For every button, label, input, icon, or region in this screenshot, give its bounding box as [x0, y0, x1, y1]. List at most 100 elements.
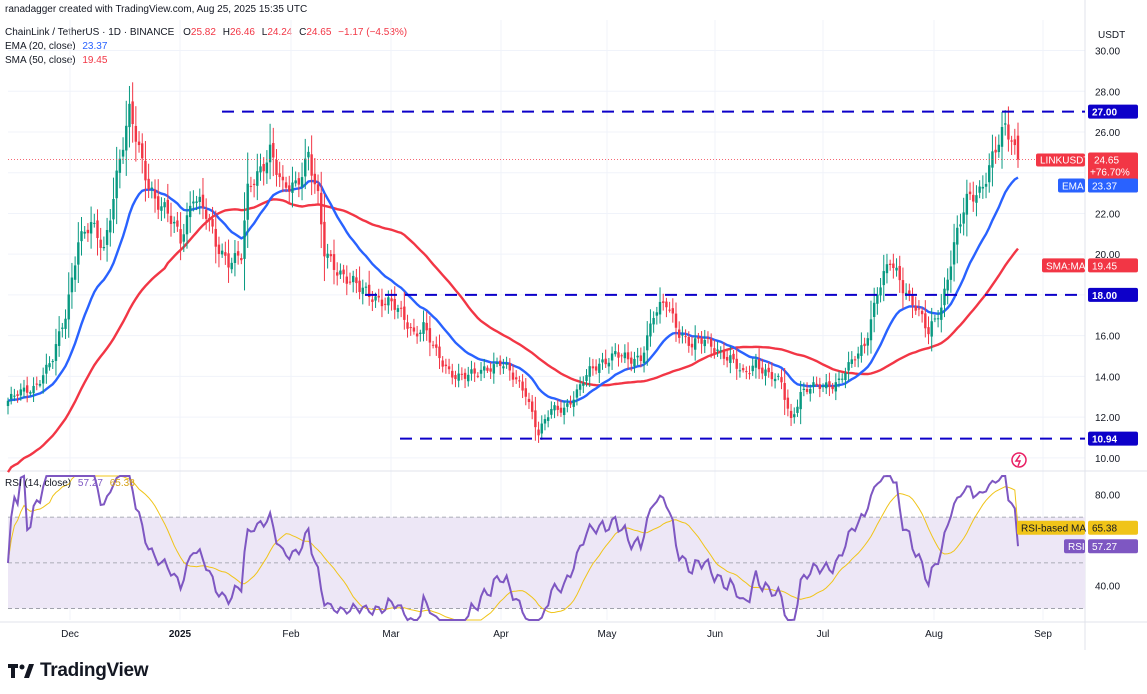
- candle-body: [636, 355, 639, 358]
- candle-body: [521, 381, 524, 391]
- candle-body: [281, 176, 285, 181]
- candle-body: [847, 362, 850, 371]
- candle-body: [486, 367, 489, 371]
- rsi-label-badge-bg: [1064, 539, 1085, 554]
- price-tick-label: 22.00: [1095, 209, 1120, 220]
- candle-body: [534, 410, 537, 428]
- rsi-value-badge-bg: [1088, 539, 1138, 554]
- candles[interactable]: [6, 82, 1020, 443]
- ema-legend-row[interactable]: EMA (20, close) 23.37: [5, 41, 107, 52]
- candle-body: [914, 305, 917, 311]
- price-axis-currency: USDT: [1098, 30, 1125, 41]
- candle-body: [336, 272, 339, 276]
- rsi-ma-label-badge-text: RSI-based MA: [1021, 524, 1086, 535]
- rsi-band: [8, 516, 1085, 609]
- candle-body: [773, 378, 777, 382]
- candle-body: [214, 228, 217, 247]
- lightning-bolt-icon: [1014, 454, 1022, 467]
- rsi-legend-label[interactable]: RSI (14, close): [5, 478, 72, 489]
- candle-body: [342, 269, 345, 275]
- candle-body: [610, 353, 614, 361]
- candle-body: [112, 198, 115, 220]
- rsi-path: [7, 474, 1019, 622]
- candle-body: [984, 183, 988, 187]
- ohlc-close-label: C: [299, 27, 307, 38]
- candle-body: [856, 353, 860, 359]
- rsi-legend-value: 57.27: [77, 478, 103, 489]
- candle-body: [940, 307, 943, 320]
- rsi-legend-row[interactable]: RSI (14, close) 57.27 65.38: [5, 478, 135, 489]
- symbol-title[interactable]: ChainLink / TetherUS · 1D · BINANCE: [5, 27, 175, 38]
- ema-legend-label[interactable]: EMA (20, close): [5, 41, 76, 52]
- time-tick-label: Feb: [282, 629, 300, 640]
- candle-body: [358, 280, 361, 293]
- candle-body: [943, 288, 946, 306]
- candle-body: [502, 366, 505, 369]
- candle-body: [665, 301, 668, 308]
- candle-body: [211, 219, 214, 227]
- candle-body: [514, 377, 518, 380]
- candle-body: [818, 384, 822, 389]
- candle-body: [447, 366, 451, 370]
- candle-body: [9, 393, 13, 399]
- horizontal-levels[interactable]: [8, 110, 1085, 440]
- candle-body: [195, 201, 198, 203]
- tradingview-logo-icon: [8, 664, 34, 678]
- candle-body: [920, 310, 924, 315]
- candle-body: [288, 185, 291, 192]
- candle-body: [185, 215, 189, 235]
- symbol-legend-row[interactable]: ChainLink / TetherUS · 1D · BINANCE O25.…: [5, 27, 407, 38]
- candle-body: [978, 186, 981, 193]
- candle-body: [927, 327, 930, 335]
- rsi-ma-legend-value: 65.38: [109, 478, 135, 489]
- sma-legend-label[interactable]: SMA (50, close): [5, 55, 76, 66]
- candle-body: [35, 383, 38, 385]
- candle-body: [99, 239, 102, 248]
- candle-body: [789, 410, 793, 418]
- candle-body: [866, 338, 869, 346]
- candle-body: [479, 369, 483, 374]
- candle-body: [601, 359, 604, 363]
- candle-body: [377, 295, 380, 298]
- candle-body: [892, 263, 895, 269]
- candle-body: [77, 242, 80, 265]
- candle-body: [885, 264, 889, 274]
- candle-body: [425, 322, 428, 331]
- candle-body: [745, 371, 748, 373]
- candle-body: [256, 171, 259, 186]
- candle-body: [729, 355, 732, 363]
- tradingview-logo[interactable]: TradingView: [8, 658, 149, 684]
- candle-body: [799, 391, 802, 410]
- axis-badges: LINKUSDT24.65+76.70%08:24:30EMA23.37SMA:…: [1011, 104, 1138, 554]
- candle-body: [419, 332, 422, 335]
- candle-body: [924, 313, 927, 329]
- current-symbol-badge-text: LINKUSDT: [1040, 155, 1089, 166]
- sma-legend-row[interactable]: SMA (50, close) 19.45: [5, 55, 107, 66]
- candle-body: [709, 338, 713, 347]
- candle-body: [988, 165, 991, 183]
- ema-label-badge-bg: [1058, 178, 1085, 193]
- candle-body: [492, 364, 496, 374]
- candle-body: [863, 343, 866, 347]
- candle-body: [741, 368, 745, 371]
- candle-body: [316, 184, 320, 192]
- chart-credit: ranadagger created with TradingView.com,…: [5, 4, 308, 15]
- candle-body: [284, 182, 288, 188]
- candle-body: [511, 372, 515, 380]
- candle-body: [227, 253, 230, 268]
- candle-body: [6, 400, 10, 407]
- candle-body: [930, 321, 933, 337]
- candle-body: [307, 151, 310, 158]
- candle-body: [933, 318, 937, 320]
- candle-body: [748, 373, 751, 375]
- candle-body: [936, 318, 940, 320]
- candle-body: [591, 366, 595, 369]
- candle-body: [607, 362, 611, 367]
- candle-body: [393, 298, 396, 310]
- candle-body: [390, 298, 393, 302]
- rsi-ma-value-badge-text: 65.38: [1092, 524, 1117, 535]
- candle-body: [917, 308, 921, 310]
- candle-body: [725, 356, 729, 361]
- time-tick-label: Sep: [1034, 629, 1052, 640]
